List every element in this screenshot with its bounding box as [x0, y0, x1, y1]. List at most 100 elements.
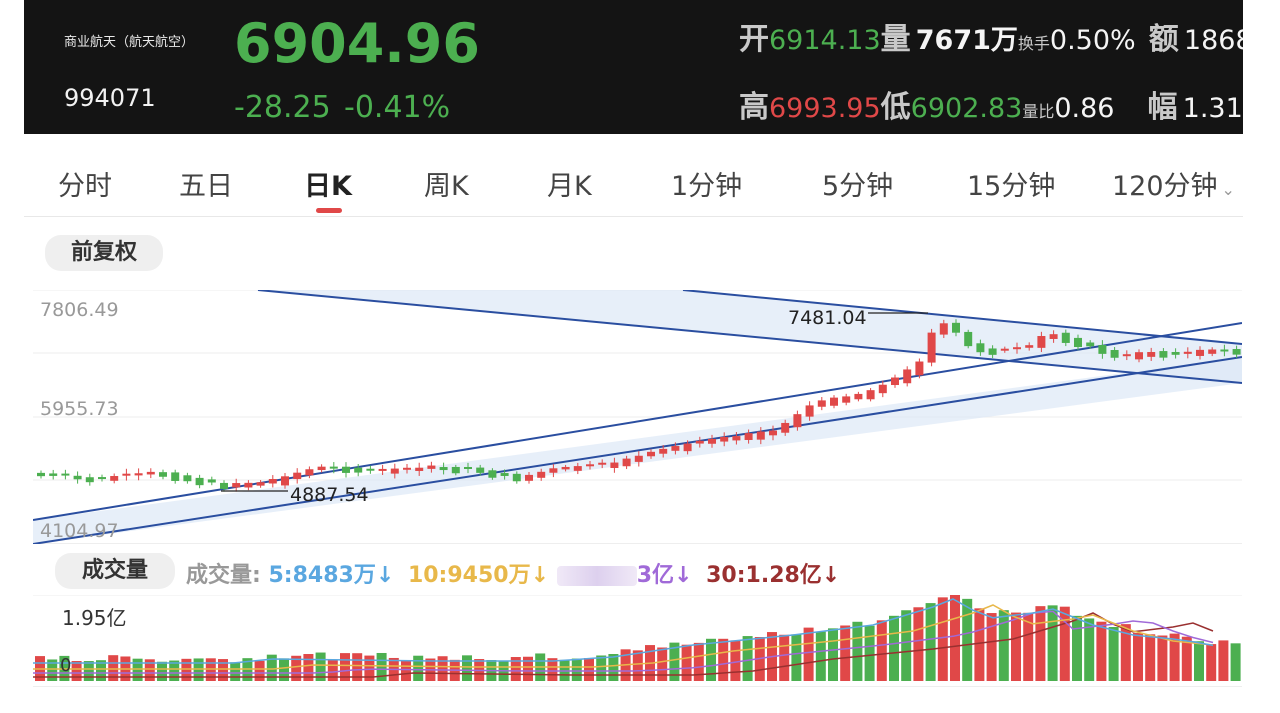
volume-bar: [327, 659, 338, 681]
candle-body: [1183, 351, 1192, 354]
candle-body: [647, 451, 655, 457]
active-tab-indicator: [316, 208, 342, 213]
tab-daily-k[interactable]: 日K: [304, 171, 352, 202]
volume-bar: [937, 597, 948, 681]
volume-bar: [108, 655, 119, 681]
candle-body: [573, 466, 582, 471]
volume-bar: [413, 655, 424, 681]
candle-body: [1061, 332, 1070, 343]
volume-bar: [1133, 633, 1143, 681]
candle-body: [195, 477, 204, 486]
candle-body: [1232, 349, 1241, 355]
volume-bar: [96, 660, 106, 681]
tab-15min[interactable]: 15分钟: [967, 171, 1056, 202]
candle-body: [244, 482, 253, 488]
tab-five-day[interactable]: 五日: [179, 171, 233, 202]
volume-bar: [266, 654, 277, 681]
kline-chart[interactable]: 7806.49 5955.73 4104.97 7481.04 4887.54: [32, 289, 1243, 545]
candle-body: [964, 331, 973, 347]
candle-body: [769, 430, 777, 436]
volume-label: 量: [880, 22, 911, 57]
volume-indicator-button[interactable]: 成交量: [55, 553, 175, 589]
stock-code: 994071: [64, 84, 156, 112]
amount-value: 1868: [1183, 25, 1243, 56]
high-value: 6993.95: [769, 93, 881, 124]
adjust-mode-button[interactable]: 前复权: [45, 235, 163, 271]
candle-body: [281, 476, 289, 486]
candle-body: [146, 471, 155, 475]
falling-channel-lower: [257, 289, 1243, 384]
volume-bar: [681, 644, 692, 681]
candle-body: [220, 482, 228, 489]
volume-bar: [1120, 624, 1131, 681]
candle-body: [598, 462, 607, 465]
candle-body: [1049, 334, 1058, 339]
volume-svg: [33, 592, 1242, 681]
volume-bar: [1206, 644, 1217, 681]
candle-body: [439, 467, 448, 471]
volume-bar: [693, 642, 704, 681]
tab-monthly-k[interactable]: 月K: [547, 171, 592, 202]
candle-body: [85, 477, 94, 483]
candle-body: [476, 467, 485, 473]
candle-body: [720, 436, 729, 442]
candle-body: [1122, 354, 1131, 357]
volume-chart[interactable]: [33, 592, 1242, 685]
candle-body: [891, 377, 899, 386]
candle-body: [1037, 336, 1046, 348]
volume-bar: [254, 660, 265, 681]
volume-bar: [998, 610, 1009, 681]
volume-bar: [718, 638, 729, 681]
tab-5min[interactable]: 5分钟: [822, 171, 894, 202]
volume-value: 7671万: [915, 25, 1018, 56]
volume-bar: [706, 638, 716, 681]
volume-bar: [876, 620, 887, 681]
falling-channel-upper: [682, 289, 1243, 345]
candle-body: [464, 466, 472, 469]
chevron-down-icon: ⌄: [1221, 180, 1235, 199]
tab-weekly-k[interactable]: 周K: [424, 171, 469, 202]
volume-bar: [376, 652, 387, 681]
candle-body: [488, 470, 497, 478]
right-gutter: [1243, 0, 1280, 713]
ma5-line: [33, 598, 1214, 664]
candle-body: [61, 473, 70, 476]
volume-bars: [35, 592, 1241, 681]
volume-bar: [169, 660, 180, 681]
candle-body: [305, 469, 314, 476]
candle-body: [37, 472, 45, 477]
candle-body: [500, 473, 509, 476]
volume-bar: [1145, 634, 1156, 681]
candle-body: [110, 476, 119, 481]
volume-bar: [1230, 643, 1241, 681]
candle-body: [988, 348, 997, 355]
volume-bar: [315, 652, 326, 681]
range-stat: 高6993.95低6902.83量比0.86 幅 1.31%: [739, 82, 1243, 126]
candle-body: [1110, 349, 1119, 358]
candle-body: [427, 465, 436, 469]
candle-body: [1147, 352, 1156, 357]
candle-body: [134, 473, 143, 476]
volume-bar: [840, 625, 851, 681]
volume-bar: [71, 661, 82, 681]
candle-body: [1000, 348, 1009, 351]
volume-bar: [596, 655, 607, 681]
candle-body: [98, 477, 106, 480]
volume-bar: [791, 634, 802, 681]
candle-body: [1013, 347, 1021, 350]
candle-body: [927, 332, 936, 363]
candle-body: [256, 482, 265, 486]
volume-bar: [571, 658, 582, 681]
quote-header: 商业航天（航天航空） 994071 6904.96 -28.25 -0.41% …: [24, 0, 1243, 134]
candle-body: [403, 467, 411, 470]
candle-body: [354, 467, 363, 473]
tab-1min[interactable]: 1分钟: [671, 171, 743, 202]
candle-body: [939, 323, 948, 335]
price-change-percent: -0.41%: [344, 90, 451, 125]
volume-bar: [828, 628, 838, 681]
volume-bar: [523, 656, 533, 681]
open-label: 开: [739, 22, 769, 57]
tab-intraday[interactable]: 分时: [58, 171, 112, 202]
volume-bar: [657, 647, 668, 681]
tab-120min[interactable]: 120分钟 ⌄: [1112, 164, 1235, 203]
